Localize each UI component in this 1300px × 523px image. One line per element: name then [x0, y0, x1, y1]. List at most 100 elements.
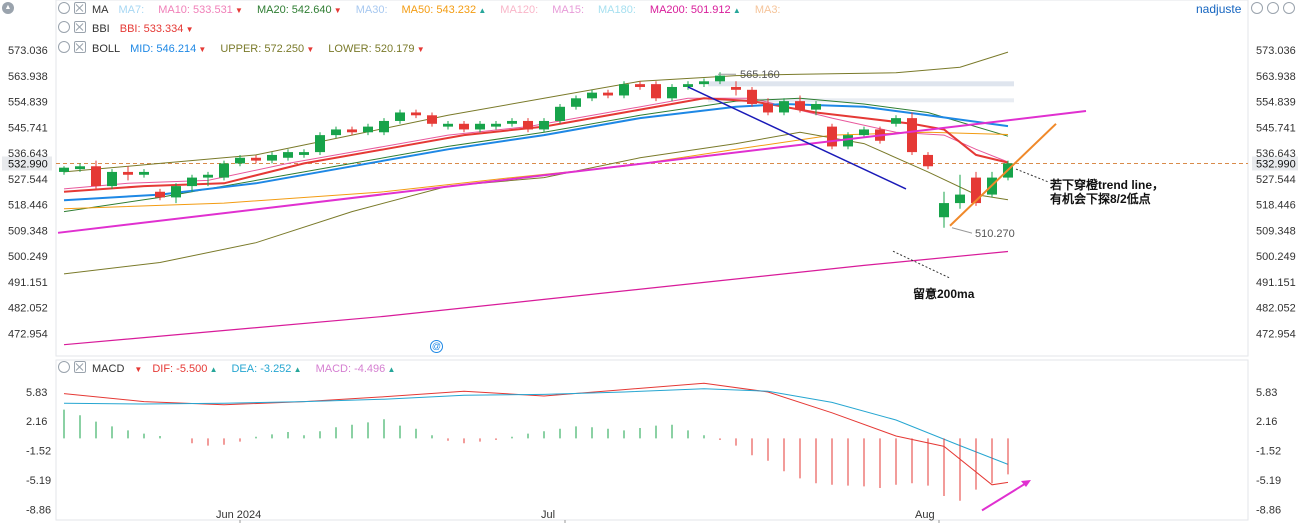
- candle-body: [219, 163, 229, 178]
- settings-icon[interactable]: [58, 2, 70, 14]
- candle-body: [811, 103, 821, 110]
- close-icon[interactable]: [1282, 2, 1295, 14]
- arrow-down-icon: ▼: [196, 45, 207, 54]
- candle-body: [539, 120, 549, 130]
- settings-icon[interactable]: [58, 361, 70, 373]
- legend-value: -4.496: [351, 363, 386, 375]
- legend-value: 501.912: [687, 4, 731, 16]
- legend-label: MA15:: [552, 4, 584, 16]
- minus-icon[interactable]: [1266, 2, 1279, 14]
- annotation-leader: [892, 250, 951, 279]
- legend-label: MID:: [130, 43, 154, 55]
- candle-body: [411, 112, 421, 116]
- main-pane-border: [55, 0, 1249, 357]
- candle-body: [379, 120, 389, 133]
- candle-body: [139, 171, 149, 175]
- candle-body: [715, 75, 725, 82]
- macd-y-tick-right: 5.83: [1256, 387, 1277, 399]
- current-price-right: 532.990: [1256, 158, 1296, 170]
- settings-icon[interactable]: [58, 41, 70, 53]
- series-line-ma20: [63, 97, 1009, 213]
- y-tick-left: 509.348: [8, 225, 48, 237]
- candle-body: [75, 166, 85, 170]
- candles-layer: [59, 72, 1013, 228]
- arrow-up-icon: ▲: [291, 365, 302, 374]
- series-line-ma200: [63, 250, 1009, 346]
- y-tick-right: 509.348: [1256, 225, 1296, 237]
- legend-label: MA120:: [500, 4, 539, 16]
- legend-value: 543.232: [433, 4, 477, 16]
- candle-body: [91, 166, 101, 187]
- candle-body: [795, 101, 805, 110]
- legend-value: -5.500: [173, 363, 208, 375]
- series-layer: [63, 51, 1009, 486]
- x-tick-label: Jul: [541, 509, 555, 521]
- y-tick-right: 500.249: [1256, 251, 1296, 263]
- candle-body: [507, 120, 517, 124]
- y-tick-left: 536.643: [8, 148, 48, 160]
- resistance-zone: [708, 98, 1014, 103]
- macd-line-dif: [63, 382, 1009, 486]
- chevron-down-icon[interactable]: ▼: [134, 365, 143, 374]
- collapse-glyph: ▲: [4, 4, 12, 11]
- y-tick-left: 482.052: [8, 303, 48, 315]
- close-icon[interactable]: [74, 2, 86, 14]
- legend-value: 520.179: [371, 43, 415, 55]
- boll-legend-item: MID: 546.214 ▼: [130, 43, 206, 55]
- candle-body: [475, 123, 485, 130]
- candle-body: [235, 157, 245, 164]
- candle-body: [571, 98, 581, 107]
- bbi-legend-name: BBI: [92, 23, 110, 35]
- toolbar-right: nadjuste: [1196, 2, 1299, 16]
- close-icon[interactable]: [74, 21, 86, 33]
- settings-icon[interactable]: [1250, 2, 1263, 14]
- adjust-label[interactable]: nadjuste: [1196, 2, 1242, 16]
- series-line-bbi: [63, 97, 1009, 193]
- collapse-button[interactable]: ▲: [2, 2, 14, 14]
- macd-y-tick-left: 5.83: [26, 387, 47, 399]
- macd-y-tick-right: -1.52: [1256, 446, 1281, 458]
- candle-body: [555, 106, 565, 121]
- candle-body: [939, 203, 949, 218]
- annotation-text: 若下穿橙trend line，: [1049, 177, 1164, 192]
- candle-body: [443, 123, 453, 127]
- y-tick-left: 563.938: [8, 71, 48, 83]
- candle-body: [523, 120, 533, 130]
- close-icon[interactable]: [74, 361, 86, 373]
- y-tick-right: 527.544: [1256, 174, 1296, 186]
- y-tick-right: 491.151: [1256, 277, 1296, 289]
- y-tick-left: 573.036: [8, 45, 48, 57]
- boll-legend-item: UPPER: 572.250 ▼: [220, 43, 314, 55]
- macd-y-tick-left: -5.19: [26, 475, 51, 487]
- magenta-trend-line: [57, 110, 1087, 234]
- annotation-text: 有机会下探8/2低点: [1050, 191, 1151, 206]
- legend-value: 533.334: [140, 23, 184, 35]
- legend-label: MA20:: [256, 4, 289, 16]
- series-line-lower: [63, 131, 1009, 275]
- arrow-up-icon: ▲: [207, 365, 218, 374]
- ma-legend: MA MA7: MA10: 533.531 ▼ MA20: 542.640 ▼ MA30…: [58, 2, 795, 18]
- macd-arrow-line: [981, 482, 1027, 512]
- resistance-zone: [708, 81, 1014, 87]
- reset-zoom-icon[interactable]: @: [430, 340, 443, 353]
- ma-legend-item: MA10: 533.531 ▼: [158, 4, 243, 16]
- labels-layer: 573.036 573.036 563.938 563.938 554.839 554.8…: [8, 45, 1296, 521]
- candle-body: [635, 84, 645, 87]
- arrow-down-icon: ▼: [304, 45, 315, 54]
- legend-value: -3.252: [257, 363, 292, 375]
- candle-body: [347, 129, 357, 133]
- legend-label: MA200:: [649, 4, 688, 16]
- y-tick-left: 518.446: [8, 200, 48, 212]
- y-tick-right: 563.938: [1256, 71, 1296, 83]
- y-tick-right: 573.036: [1256, 45, 1296, 57]
- close-icon[interactable]: [74, 41, 86, 53]
- settings-icon[interactable]: [58, 21, 70, 33]
- ma-legend-item: MA120:: [500, 4, 538, 16]
- legend-label: LOWER:: [328, 43, 372, 55]
- arrow-down-icon: ▼: [232, 6, 243, 15]
- macd-legend-name: MACD: [92, 363, 125, 375]
- candle-body: [923, 154, 933, 167]
- ma-legend-item: MA50: 543.232 ▲: [402, 4, 487, 16]
- candle-body: [363, 126, 373, 133]
